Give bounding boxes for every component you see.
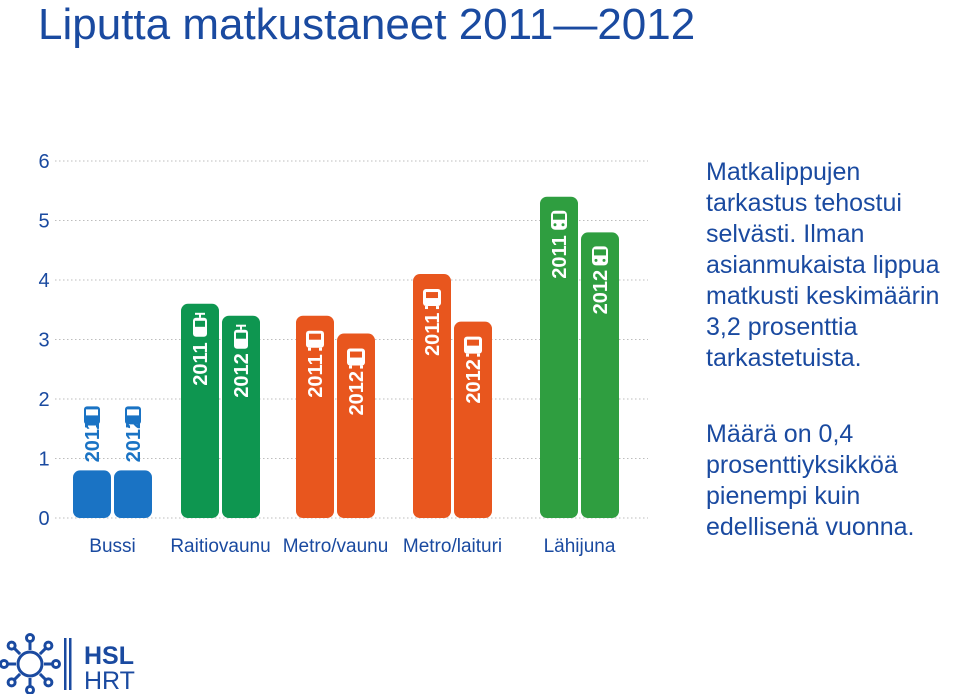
bar-year-label: 2012 [463, 359, 485, 404]
bar-metro-vaunu-2011: 2011 [296, 315, 334, 518]
bar-year-label: 2012 [231, 353, 253, 398]
bar-year-label: 2012 [346, 371, 368, 416]
difference-paragraph: Määrä on 0,4 prosenttiyksikköä pienempi … [706, 420, 915, 541]
y-tick-label: 6 [38, 151, 49, 173]
y-tick-label: 5 [38, 211, 49, 233]
category-label: Metro/laituri [403, 536, 502, 557]
category-label: Metro/vaunu [283, 536, 389, 557]
bar-rect [181, 303, 219, 518]
bar-metro-laituri-2012: 2012 [454, 321, 492, 518]
bar-lähijuna-2011: 2011 [540, 196, 578, 518]
logo-divider [64, 638, 67, 690]
bar-bussi-2011: 2011 [73, 406, 111, 518]
metro-icon [347, 348, 365, 369]
bar-rect [581, 232, 619, 518]
y-axis-ticks: 0 1 2 3 4 5 6 [38, 151, 49, 530]
tram-icon [193, 312, 207, 337]
bar-metro-vaunu-2012: 2012 [337, 333, 375, 518]
hsl-logo: HSL HRT [0, 633, 135, 694]
bar-rect [540, 196, 578, 518]
metro-icon [464, 336, 482, 357]
bar-year-label: 2012 [123, 418, 145, 463]
bar-raitiovaunu-2011: 2011 [181, 303, 219, 518]
y-tick-label: 0 [38, 508, 49, 530]
bar-bussi-2012: 2012 [114, 406, 152, 518]
logo-divider [69, 638, 72, 690]
bus-icon [125, 406, 141, 428]
train-icon [592, 246, 608, 266]
y-tick-label: 3 [38, 330, 49, 352]
train-icon [551, 210, 567, 230]
logo-text-hrt: HRT [84, 667, 135, 694]
hsl-sun-icon [0, 633, 61, 694]
bar-metro-laituri-2011: 2011 [413, 274, 451, 518]
bar-rect [73, 470, 111, 518]
y-tick-label: 4 [38, 270, 49, 292]
bar-rect [114, 470, 152, 518]
metro-icon [306, 330, 324, 351]
bar-year-label: 2012 [590, 270, 612, 315]
bar-lähijuna-2012: 2012 [581, 232, 619, 518]
bars: 2011 2012 2011 2012 2011 2012 2011 2012 2011 2012 [73, 196, 619, 518]
bar-year-label: 2011 [422, 313, 444, 356]
bar-rect [337, 333, 375, 518]
tram-icon [234, 324, 248, 349]
bar-year-label: 2011 [190, 342, 212, 385]
bar-raitiovaunu-2012: 2012 [222, 315, 260, 518]
category-label: Bussi [89, 536, 135, 557]
bar-rect [413, 274, 451, 518]
category-label: Raitiovaunu [170, 536, 270, 557]
bar-chart: 0 1 2 3 4 5 6 2011 2012 2011 2012 2011 2012 2011 2012… [38, 151, 648, 557]
bar-rect [454, 321, 492, 518]
page-title: Liputta matkustaneet 2011—2012 [38, 0, 696, 49]
bar-year-label: 2011 [82, 419, 104, 462]
bus-icon [84, 406, 100, 428]
y-tick-label: 1 [38, 449, 49, 471]
bar-rect [296, 315, 334, 518]
y-tick-label: 2 [38, 389, 49, 411]
bar-year-label: 2011 [549, 235, 571, 278]
bar-year-label: 2011 [305, 354, 327, 397]
category-label: Lähijuna [544, 536, 616, 557]
logo-text-hsl: HSL [84, 642, 134, 670]
bar-rect [222, 315, 260, 518]
inspection-paragraph: Matkalippujen tarkastus tehostui selväst… [706, 158, 940, 372]
category-labels: Bussi Raitiovaunu Metro/vaunu Metro/laituri… [89, 536, 616, 557]
metro-icon [423, 289, 441, 310]
